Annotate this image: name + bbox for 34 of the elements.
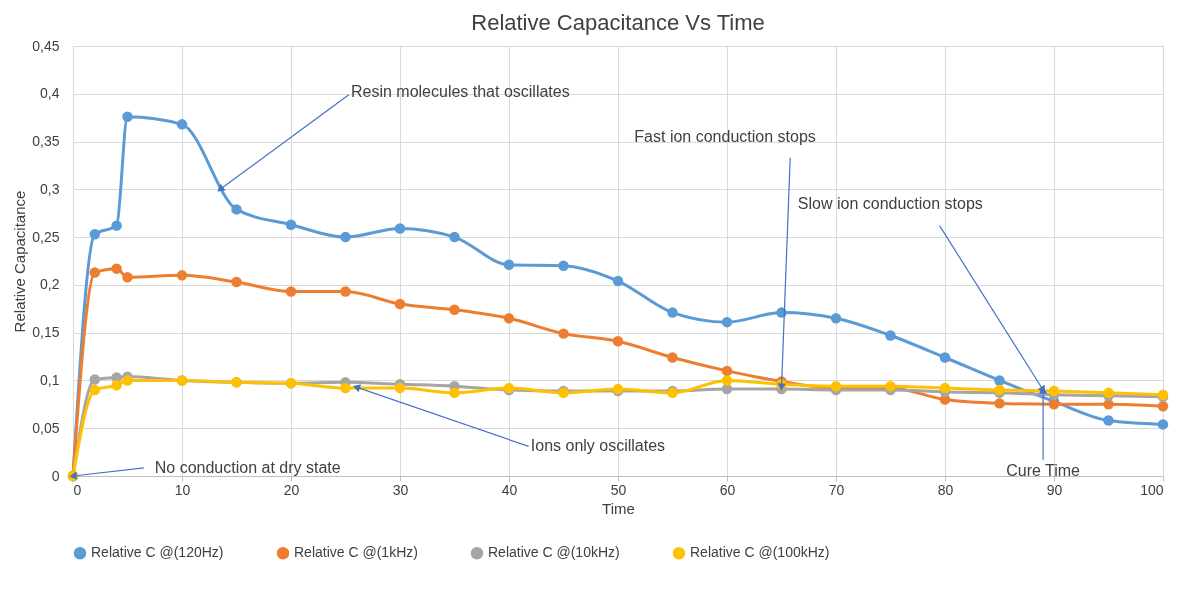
y-tick-label: 0 (51, 467, 60, 484)
x-tick-label: 40 (501, 481, 518, 498)
y-tick-label: 0,4 (40, 85, 60, 102)
x-axis-title: Time (602, 499, 635, 517)
x-tick-label: 50 (610, 481, 627, 498)
y-axis-title: Relative Capacitance (11, 190, 29, 333)
y-tick-label: 0,45 (32, 37, 60, 54)
x-tick-label: 90 (1046, 481, 1063, 498)
legend-label: Relative C @(100kHz) (690, 544, 830, 561)
annotation: Slow ion conduction stops (797, 194, 983, 212)
legend-label: Relative C @(10kHz) (488, 544, 620, 561)
x-tick-label: 60 (719, 481, 736, 498)
legend-label: Relative C @(1kHz) (294, 544, 418, 561)
x-tick-label: 0 (73, 481, 82, 498)
y-tick-label: 0,35 (32, 133, 60, 150)
x-tick-label: 100 (1140, 481, 1164, 498)
annotation: Resin molecules that oscillates (350, 82, 570, 100)
y-tick-label: 0,1 (40, 371, 60, 388)
x-tick-label: 70 (828, 481, 845, 498)
annotation: Fast ion conduction stops (634, 127, 816, 145)
legend-label: Relative C @(120Hz) (91, 544, 224, 561)
y-tick-label: 0,3 (40, 180, 60, 197)
annotation: No conduction at dry state (154, 458, 341, 476)
x-tick-label: 80 (937, 481, 954, 498)
y-tick-label: 0,05 (32, 419, 60, 436)
annotation: Cure Time (1006, 462, 1081, 480)
chart-title: Relative Capacitance Vs Time (471, 10, 765, 35)
y-tick-label: 0,15 (32, 324, 60, 341)
annotation: Ions only oscillates (530, 437, 666, 455)
x-tick-label: 30 (392, 481, 409, 498)
x-tick-label: 20 (283, 481, 300, 498)
x-tick-label: 10 (174, 481, 191, 498)
y-tick-label: 0,2 (40, 276, 60, 293)
y-tick-label: 0,25 (32, 228, 60, 245)
